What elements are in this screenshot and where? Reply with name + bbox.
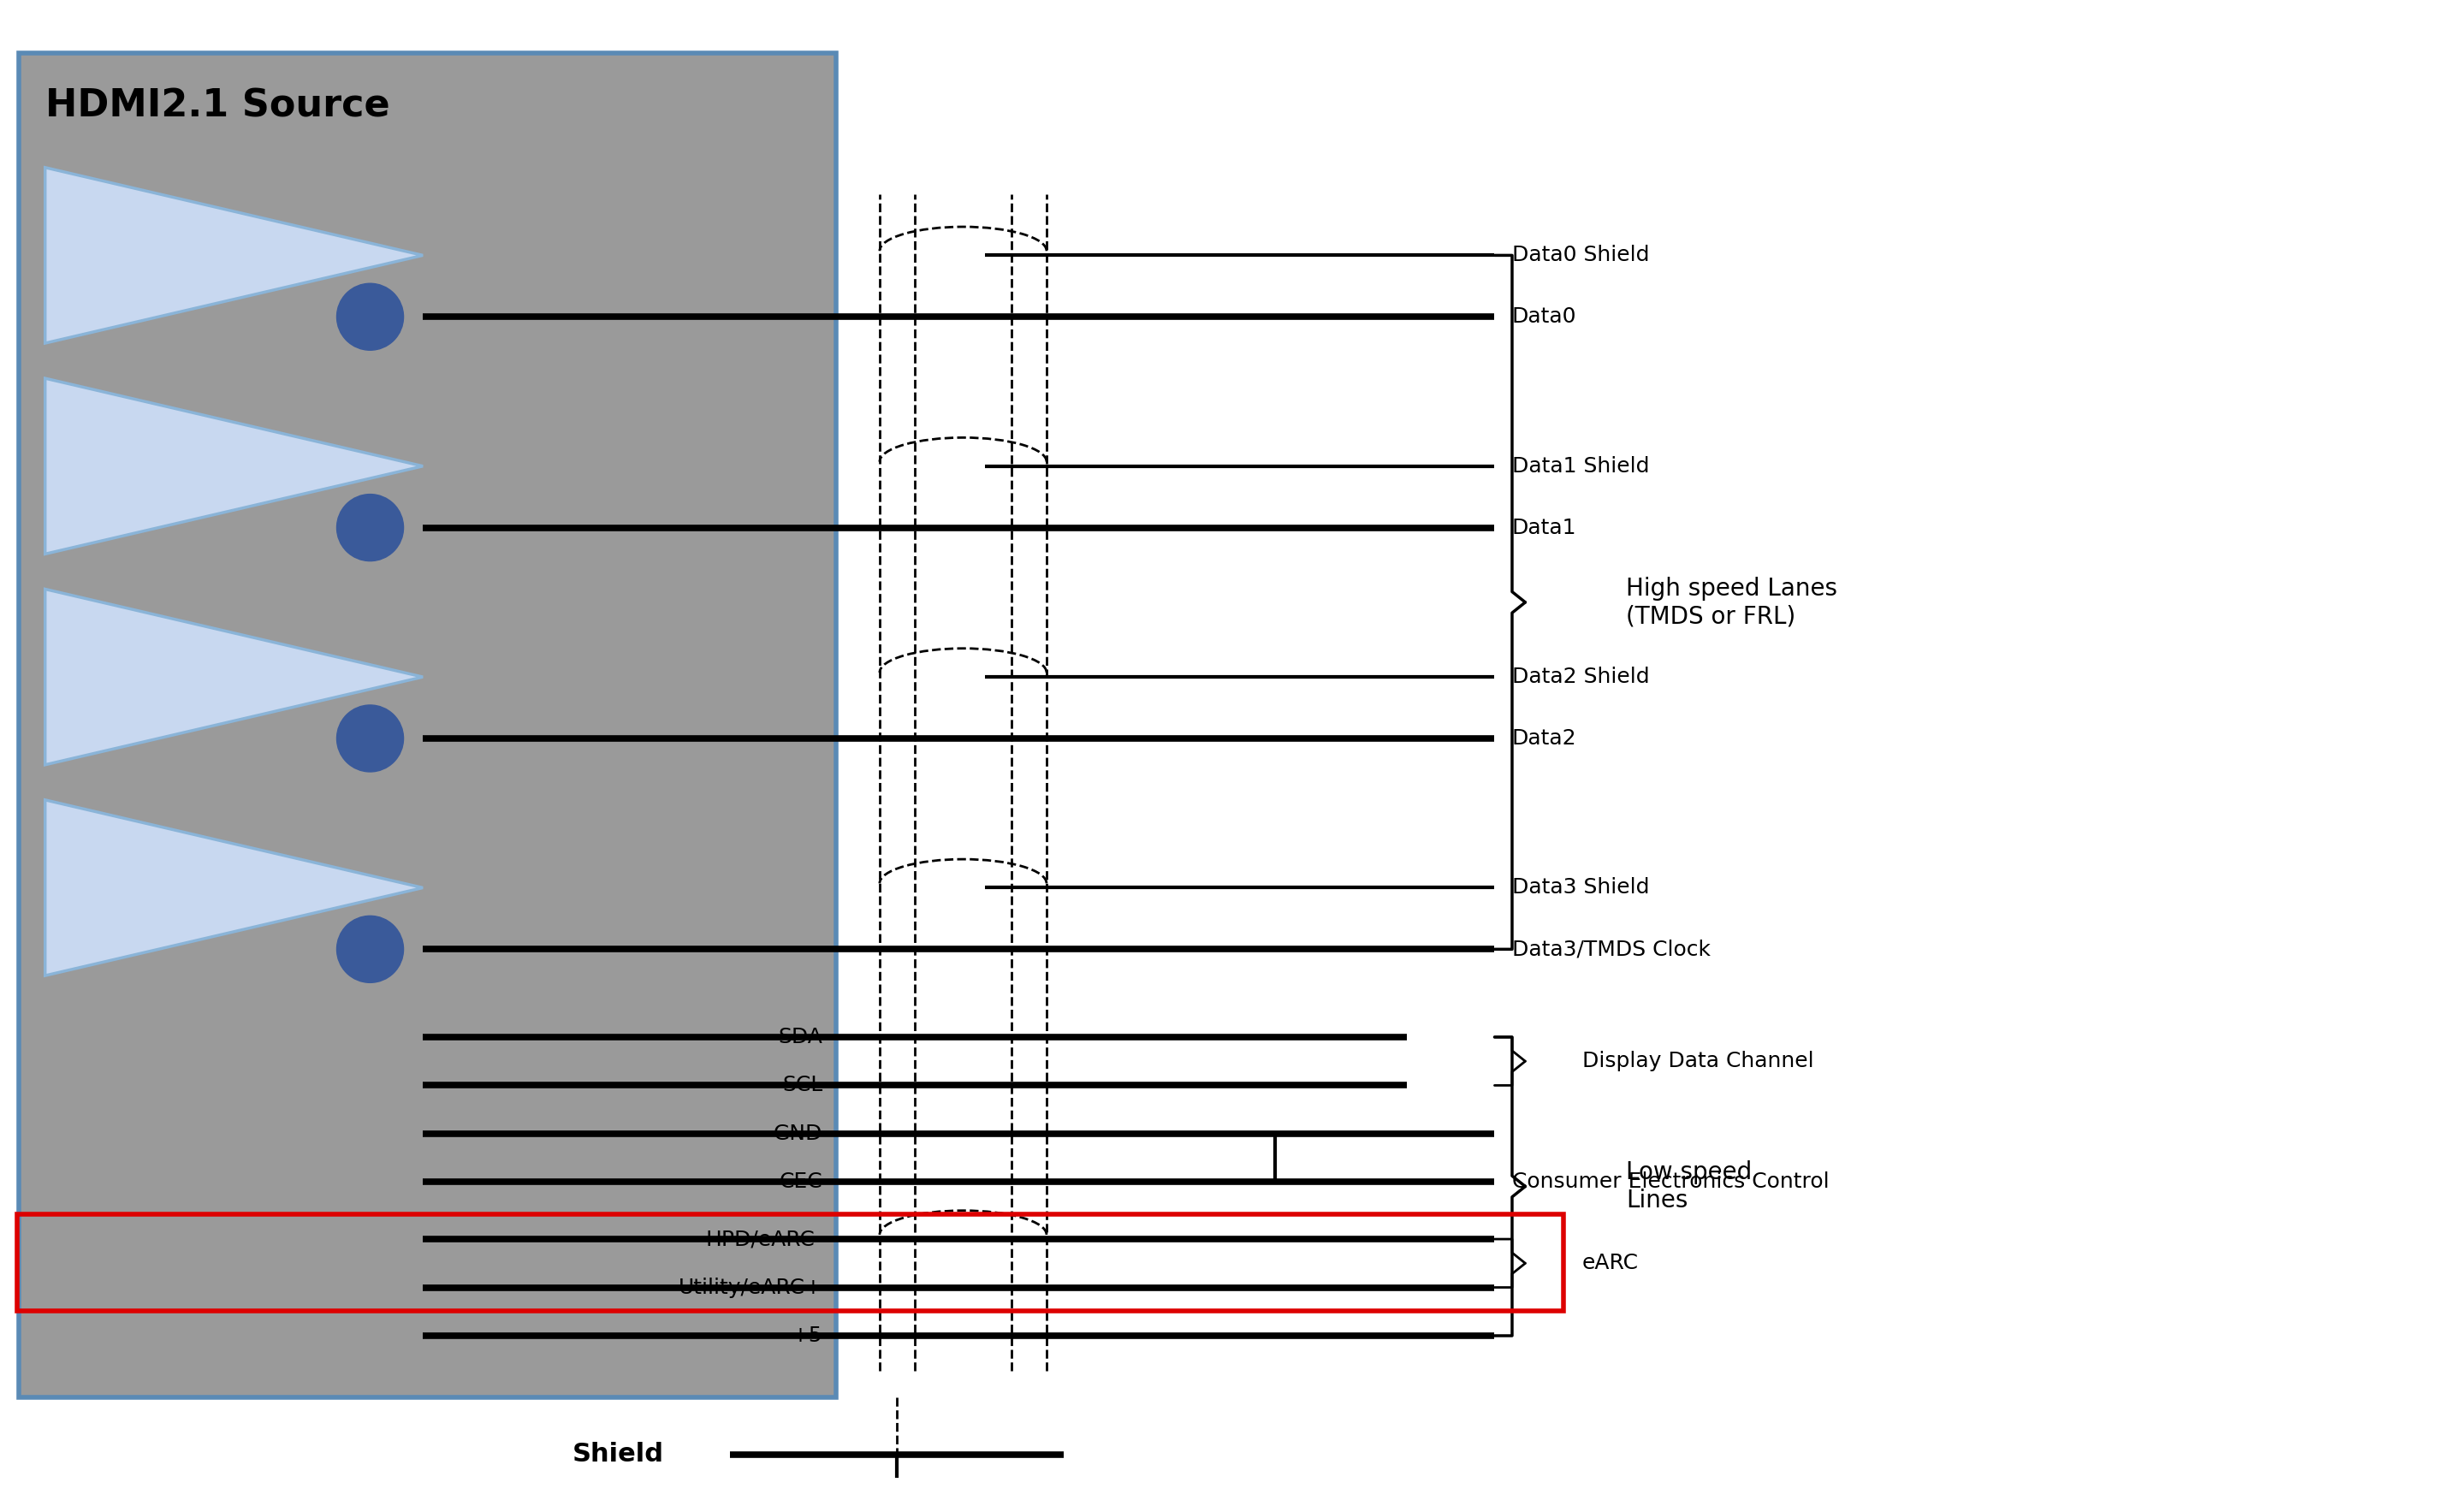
Text: High speed Lanes
(TMDS or FRL): High speed Lanes (TMDS or FRL) [1627, 576, 1837, 627]
Text: Consumer Electronics Control: Consumer Electronics Control [1512, 1172, 1829, 1193]
Text: SDA: SDA [778, 1027, 822, 1048]
Text: SCL: SCL [783, 1075, 822, 1096]
Circle shape [337, 494, 404, 561]
FancyBboxPatch shape [20, 53, 835, 1397]
Polygon shape [44, 590, 423, 765]
Text: Data1 Shield: Data1 Shield [1512, 457, 1650, 476]
Text: GND: GND [773, 1123, 822, 1145]
Text: HDMI2.1 Source: HDMI2.1 Source [44, 88, 389, 124]
Text: Utility/eARC+: Utility/eARC+ [677, 1278, 822, 1297]
Text: Data0: Data0 [1512, 307, 1576, 327]
Text: Data1: Data1 [1512, 517, 1576, 538]
Text: Low speed
Lines: Low speed Lines [1627, 1161, 1753, 1213]
Text: Data3 Shield: Data3 Shield [1512, 877, 1650, 898]
Text: Data2: Data2 [1512, 729, 1576, 748]
Polygon shape [44, 168, 423, 343]
Text: Data0 Shield: Data0 Shield [1512, 245, 1650, 266]
Text: eARC: eARC [1583, 1253, 1640, 1273]
Polygon shape [44, 378, 423, 553]
Text: Data2 Shield: Data2 Shield [1512, 667, 1650, 688]
Circle shape [337, 916, 404, 983]
Circle shape [337, 705, 404, 771]
Text: CEC: CEC [778, 1172, 822, 1193]
Text: Display Data Channel: Display Data Channel [1583, 1051, 1814, 1072]
Circle shape [337, 283, 404, 351]
Text: Data3/TMDS Clock: Data3/TMDS Clock [1512, 939, 1711, 960]
Text: Shield: Shield [571, 1442, 665, 1467]
Text: +5: +5 [790, 1326, 822, 1346]
Polygon shape [44, 800, 423, 975]
Text: HPD/eARC-: HPD/eARC- [707, 1229, 822, 1249]
